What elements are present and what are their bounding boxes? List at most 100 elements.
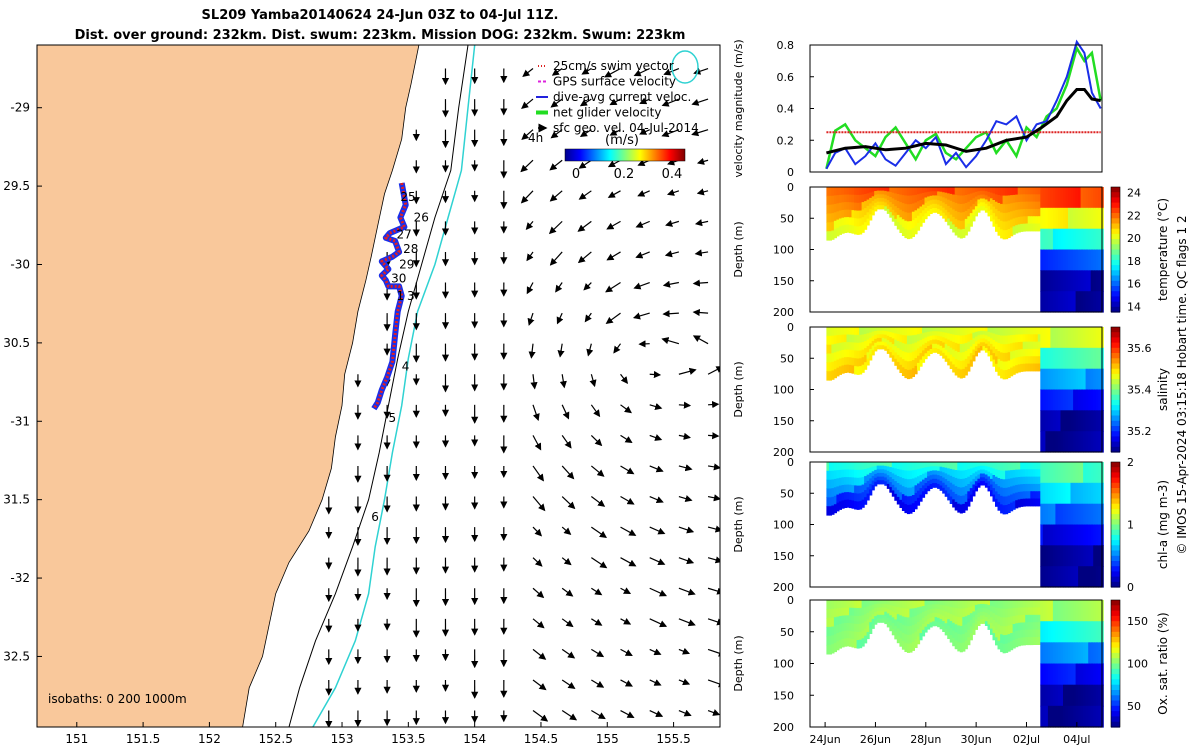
section-cell	[1047, 482, 1051, 505]
section-cell	[899, 357, 903, 366]
section-cell	[1007, 608, 1011, 618]
section-cell	[1030, 363, 1034, 372]
section-cell	[972, 605, 976, 612]
section-cell	[952, 334, 956, 343]
section-cell	[1002, 212, 1006, 223]
section-cell	[924, 342, 928, 349]
section-cell	[1010, 367, 1014, 377]
section-cell	[1052, 566, 1056, 588]
section-cell	[922, 611, 926, 619]
section-cell	[957, 352, 961, 361]
section-cell	[942, 487, 946, 494]
section-cell	[1017, 499, 1021, 508]
section-cell	[886, 613, 890, 619]
section-cell	[1022, 363, 1026, 372]
section-cell	[828, 488, 832, 498]
section-cell	[1042, 389, 1046, 411]
colorbar-tick: 0.4	[662, 167, 683, 182]
section-cell	[962, 335, 966, 345]
section-cell	[1065, 545, 1069, 567]
section-cell	[957, 600, 961, 610]
section-cell	[1085, 410, 1089, 432]
velocity-arrow	[525, 220, 534, 231]
section-cell	[984, 466, 988, 471]
section-cell	[979, 611, 983, 617]
section-cell	[1037, 363, 1041, 372]
section-cell	[914, 493, 918, 502]
section-cell	[1032, 498, 1036, 507]
section-cell	[844, 607, 848, 616]
section-cell	[1015, 638, 1019, 648]
section-cell	[838, 501, 842, 510]
section-cell	[854, 639, 858, 649]
section-cell	[879, 607, 883, 612]
section-cell	[954, 187, 958, 196]
section-cell	[1095, 600, 1099, 622]
section-cell	[1052, 663, 1056, 686]
section-cell	[919, 359, 923, 367]
section-cell	[1037, 483, 1041, 492]
section-cell	[844, 209, 848, 218]
velocity-arrow	[639, 128, 650, 135]
section-cell	[833, 220, 837, 230]
section-cell	[1012, 218, 1016, 227]
section-cell	[1017, 630, 1021, 639]
section-cell	[864, 334, 868, 342]
section-cell	[849, 484, 853, 493]
velocity-arrow	[532, 435, 542, 451]
section-cell	[959, 220, 963, 230]
section-cell	[995, 462, 999, 470]
section-cell	[957, 625, 961, 635]
section-cell	[1012, 608, 1016, 617]
section-cell	[833, 369, 837, 379]
section-cell	[1045, 462, 1049, 484]
velocity-arrow	[532, 557, 543, 567]
section-cell	[959, 487, 963, 497]
velocity-arrow	[620, 404, 632, 414]
velocity-arrow	[591, 618, 603, 626]
section-cell	[864, 208, 868, 216]
section-cell	[889, 192, 893, 198]
section-cell	[1022, 209, 1026, 217]
section-cell	[969, 346, 973, 354]
section-cell	[1093, 327, 1097, 349]
section-cell	[1090, 642, 1094, 665]
section-cell	[937, 200, 941, 206]
section-cell	[1050, 431, 1054, 453]
section-cell	[1025, 341, 1029, 350]
section-cell	[1060, 482, 1064, 505]
section-cell	[952, 364, 956, 373]
section-cell	[886, 327, 890, 332]
section-cell	[836, 211, 840, 221]
section-cell	[939, 476, 943, 482]
section-cell	[859, 334, 863, 344]
section-cell	[957, 633, 961, 643]
velocity-arrow	[522, 68, 534, 77]
section-cell	[1083, 566, 1087, 588]
section-cell	[854, 194, 858, 204]
section-cell	[1035, 327, 1039, 335]
section-cell	[977, 612, 981, 618]
section-cell	[1032, 223, 1036, 232]
section-cell	[1035, 498, 1039, 507]
section-cell	[909, 327, 913, 337]
section-cell	[1063, 228, 1067, 251]
depth-tick: 150	[773, 275, 794, 288]
section-cell	[859, 501, 863, 510]
section-cell	[1002, 221, 1006, 231]
section-cell	[836, 641, 840, 651]
section-cell	[954, 608, 958, 617]
section-cell	[869, 616, 873, 623]
section-cell	[1052, 249, 1056, 271]
section-cell	[869, 472, 873, 479]
section-cell	[982, 465, 986, 471]
depth-ylabel: Depth (m)	[732, 496, 745, 552]
day-label: 4	[402, 359, 410, 373]
section-cell	[990, 628, 994, 635]
section-cell	[969, 333, 973, 341]
section-cell	[833, 634, 837, 644]
section-cell	[849, 638, 853, 647]
section-cell	[927, 476, 931, 482]
colorbar-cell	[1111, 695, 1120, 702]
section-cell	[894, 619, 898, 627]
